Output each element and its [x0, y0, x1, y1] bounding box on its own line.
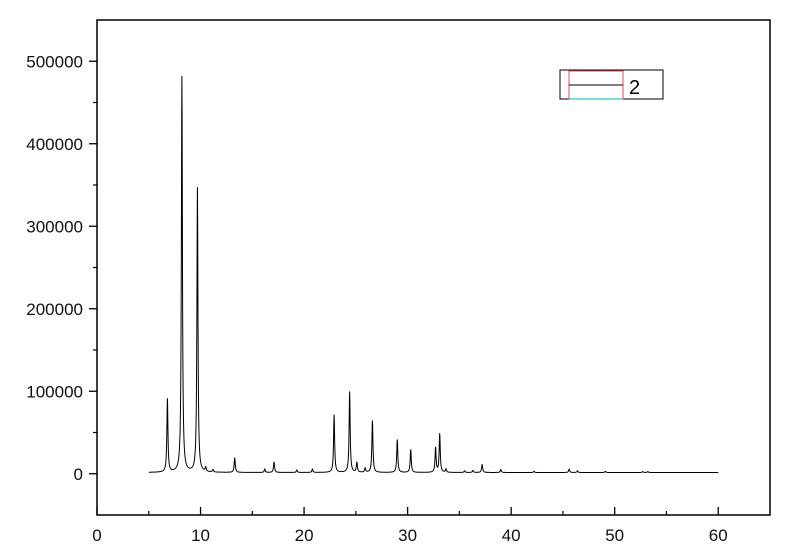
x-tick-label: 60: [709, 526, 728, 545]
x-tick-label: 40: [502, 526, 521, 545]
y-tick-label: 300000: [26, 217, 83, 236]
x-tick-label: 30: [398, 526, 417, 545]
legend-label: 2: [629, 77, 640, 99]
x-tick-label: 0: [92, 526, 101, 545]
y-tick-label: 0: [74, 465, 83, 484]
x-tick-label: 50: [605, 526, 624, 545]
legend: 2: [559, 69, 664, 100]
series-line: [148, 75, 719, 474]
y-tick-label: 400000: [26, 135, 83, 154]
y-tick-label: 100000: [26, 382, 83, 401]
y-tick-label: 500000: [26, 52, 83, 71]
series-layer: [148, 75, 719, 474]
x-tick-label: 20: [295, 526, 314, 545]
x-axis: 0 10 20 30 40 50 60: [92, 507, 728, 545]
y-axis: 0 100000 200000 300000 400000 500000: [26, 52, 97, 484]
y-tick-label: 200000: [26, 300, 83, 319]
x-tick-label: 10: [191, 526, 210, 545]
